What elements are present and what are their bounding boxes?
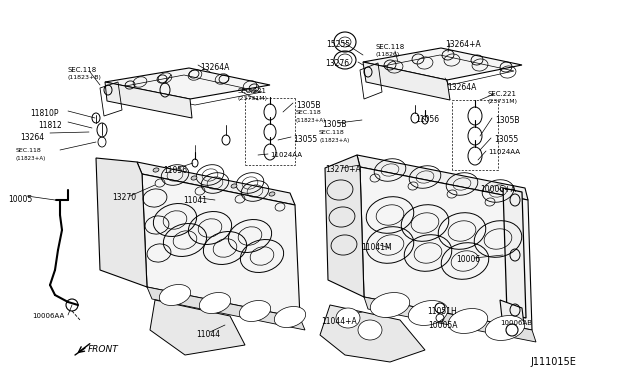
Polygon shape: [364, 297, 536, 342]
Text: 10006+A: 10006+A: [480, 185, 516, 194]
Text: (11823+A): (11823+A): [296, 118, 326, 123]
Polygon shape: [142, 174, 300, 318]
Ellipse shape: [153, 168, 159, 172]
Text: FRONT: FRONT: [88, 345, 119, 354]
Text: 11024AA: 11024AA: [270, 152, 302, 158]
Ellipse shape: [275, 307, 306, 327]
Polygon shape: [96, 158, 147, 287]
Text: (23731M): (23731M): [488, 99, 518, 104]
Polygon shape: [147, 287, 305, 330]
Text: 13276: 13276: [325, 59, 349, 68]
Text: 13264: 13264: [20, 133, 44, 142]
Polygon shape: [105, 68, 270, 99]
Text: SEC.221: SEC.221: [237, 88, 266, 94]
Ellipse shape: [371, 292, 410, 317]
Text: 10006AB: 10006AB: [500, 320, 532, 326]
Polygon shape: [137, 162, 295, 205]
Text: 13270+A: 13270+A: [325, 165, 361, 174]
Text: (11823+B): (11823+B): [67, 75, 101, 80]
Text: 11044: 11044: [196, 330, 220, 339]
Ellipse shape: [269, 192, 275, 196]
Text: 13055: 13055: [293, 135, 317, 144]
Ellipse shape: [191, 176, 197, 180]
Text: 11056: 11056: [415, 115, 439, 124]
Text: 13270: 13270: [112, 193, 136, 202]
Text: 11024AA: 11024AA: [488, 149, 520, 155]
Text: 10005: 10005: [8, 195, 32, 204]
Ellipse shape: [159, 285, 191, 305]
Polygon shape: [320, 305, 425, 362]
Polygon shape: [150, 300, 245, 355]
Ellipse shape: [231, 184, 237, 188]
Text: 11041: 11041: [183, 196, 207, 205]
Text: (11823+A): (11823+A): [319, 138, 349, 143]
Text: 13264A: 13264A: [447, 83, 476, 92]
Polygon shape: [500, 300, 524, 325]
Text: 11051H: 11051H: [427, 307, 457, 316]
Text: 11810P: 11810P: [30, 109, 58, 118]
Polygon shape: [357, 155, 528, 200]
Ellipse shape: [448, 308, 488, 333]
Text: 1305B: 1305B: [322, 120, 346, 129]
Text: SEC.118: SEC.118: [319, 130, 345, 135]
Text: 13264+A: 13264+A: [445, 40, 481, 49]
Ellipse shape: [199, 292, 230, 314]
Ellipse shape: [408, 301, 448, 326]
Text: SEC.118: SEC.118: [375, 44, 404, 50]
Text: (23731M): (23731M): [237, 96, 267, 101]
Polygon shape: [363, 62, 450, 100]
Text: 11044+A: 11044+A: [321, 317, 356, 326]
Ellipse shape: [358, 320, 382, 340]
Text: 13264A: 13264A: [200, 63, 229, 72]
Text: 13055: 13055: [494, 135, 518, 144]
Text: 10006AA: 10006AA: [32, 313, 64, 319]
Text: 11812: 11812: [38, 121, 61, 130]
Polygon shape: [325, 155, 364, 297]
Ellipse shape: [336, 308, 360, 328]
Ellipse shape: [239, 301, 271, 321]
Text: SEC.118: SEC.118: [67, 67, 96, 73]
Text: SEC.118: SEC.118: [296, 110, 322, 115]
Text: J111015E: J111015E: [530, 357, 576, 367]
Text: SEC.221: SEC.221: [488, 91, 517, 97]
Text: 1305B: 1305B: [495, 116, 520, 125]
Text: 10006: 10006: [456, 255, 480, 264]
Polygon shape: [105, 82, 192, 118]
Text: SEC.118: SEC.118: [16, 148, 42, 153]
Polygon shape: [503, 188, 526, 318]
Polygon shape: [360, 167, 532, 330]
Ellipse shape: [485, 315, 525, 340]
Text: 11041M: 11041M: [361, 243, 392, 252]
Text: 10005A: 10005A: [428, 321, 458, 330]
Text: (11823+A): (11823+A): [16, 156, 46, 161]
Text: 15255: 15255: [326, 40, 350, 49]
Polygon shape: [363, 48, 522, 80]
Text: 1305B: 1305B: [296, 101, 321, 110]
Text: (11826): (11826): [375, 52, 399, 57]
Text: 11056: 11056: [163, 166, 187, 175]
